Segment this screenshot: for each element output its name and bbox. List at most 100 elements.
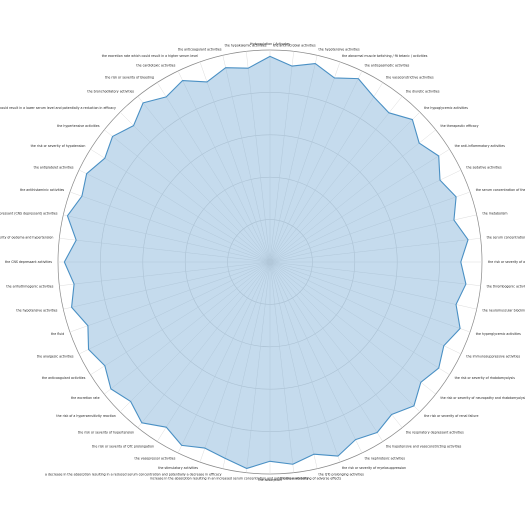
axis-spoke [63,214,271,263]
axis-spoke [269,261,477,310]
axis-label: the analgesic activities [37,355,74,359]
axis-label: the risk or severity of renal failure [424,414,478,418]
axis-label: the hypotensive activities [16,309,57,313]
axis-spoke [78,261,271,355]
axis-label: the risk or severity of QTc prolongation [92,445,154,449]
axis-label: the anti-inflammatory activities [455,144,506,148]
axis-label: the risk or severity of oedema and hyper… [0,236,53,240]
axis-label: the vasopressor activities [135,456,176,460]
axis-spoke [246,51,271,263]
axis-spoke [63,261,271,310]
axis-label: the antimicrobial activities [273,43,316,47]
axis-label: the central nervous system depressant (C… [0,211,58,215]
axis-spoke [269,70,363,263]
axis-spoke [222,55,271,263]
axis-spoke [269,261,403,428]
axis-label: the cardiotoxic activities [136,64,175,68]
axis-label: the CNS depressant activities [5,260,52,264]
axis-spoke [59,261,271,286]
axis-label: the hypotensive and vasoconstricting act… [386,445,462,449]
axis-spoke [269,261,481,286]
axis-spoke [269,238,481,263]
axis-label: a decrease in the absorption resulting i… [45,473,222,477]
axis-spoke [59,238,271,263]
axis-spoke [104,129,271,263]
axis-label: the hypotensive activities [319,47,360,51]
axis-spoke [104,261,271,395]
axis-spoke [222,261,271,469]
axis-label: the neuromuscular blocking activities [483,309,525,313]
axis-label: the sedative activities [466,165,502,169]
axis-label: the risk or severity of adverse effects [488,260,525,264]
axis-spoke [269,261,450,376]
axis-label: the hypertensive activities [57,124,100,128]
axis-label: the risk of a hypersensitivity reaction [56,414,115,418]
axis-label: the therapeutic efficacy [440,124,478,128]
axis-label: the absorption [258,478,281,482]
axis-spoke [269,129,436,263]
axis-spoke [269,261,436,395]
axis-label: the risk or severity of bleeding [105,75,154,79]
radar-series [63,55,469,470]
axis-spoke [269,55,318,263]
axis-spoke [269,261,384,442]
axis-spoke [269,111,421,263]
axis-label: increase in the absorption resulting in … [150,477,342,481]
axis-spoke [199,61,271,263]
axis-spoke [269,261,318,469]
axis-spoke [90,148,271,263]
axis-label: the fluid [51,332,64,336]
axis-spoke [69,191,271,263]
axis-label: the antiplatelet activities [34,165,74,169]
axis-label: the immunosuppressive activities [466,355,520,359]
axis-spoke [269,169,462,263]
axis-label: the diuretic activities [406,90,440,94]
axis-spoke [156,82,271,263]
axis-spoke [269,61,341,263]
axis-label: the stimulatory activities [158,466,198,470]
axis-spoke [269,261,421,413]
axis-spoke [246,261,271,473]
axis-spoke [269,148,450,263]
axis-label: the serum concentration of the active me… [476,188,525,192]
axis-spoke [78,169,271,263]
axis-spoke [90,261,271,376]
axis-label: the risk or severity of hypotension [31,144,86,148]
axis-label: the thrombogenic activities [487,284,525,288]
axis-label: the risk or severity of myelosuppression [342,466,406,470]
axis-label: the anticoagulant activities [178,47,222,51]
axis-label: the excretion rate which could result in… [0,106,116,110]
axis-spoke [119,261,271,413]
axis-spoke [177,261,271,454]
series-area [63,55,469,470]
axis-label: the nephrotoxic activities [365,456,406,460]
axis-label: the antispasmodic activities [365,64,410,68]
axis-spoke [119,111,271,263]
axis-label: the arrhythmogenic activities [6,284,53,288]
axis-spoke [137,96,271,263]
radar-spokes [58,50,482,474]
axis-label: the excretion rate which could result in… [102,54,198,58]
axis-label: the bronchodilatory activities [87,90,134,94]
axis-label: the bioavailability [280,477,309,481]
axis-label: the risk or severity of rhabdomyolysis [455,376,516,380]
axis-label: the abnormal muscle twitching / fit teta… [342,54,428,58]
axis-spoke [269,261,341,463]
axis-label: the respiratory depressant activities [406,430,464,434]
axis-spoke [156,261,271,442]
axis-spoke [199,261,271,463]
axis-spoke [269,51,294,263]
axis-spoke [177,70,271,263]
axis-spoke [269,96,403,263]
axis-spoke [269,214,477,263]
axis-label: the vasoconstrictive activities [386,75,434,79]
axis-label: the risk or severity of hypertension [78,430,134,434]
axis-spoke [137,261,271,428]
axis-spoke [269,191,471,263]
axis-label: the metabolism [483,211,508,215]
axis-spoke [269,261,294,473]
axis-label: the hypoglycemic activities [424,106,468,110]
axis-label: Hydroxylation / Activates [250,42,290,46]
